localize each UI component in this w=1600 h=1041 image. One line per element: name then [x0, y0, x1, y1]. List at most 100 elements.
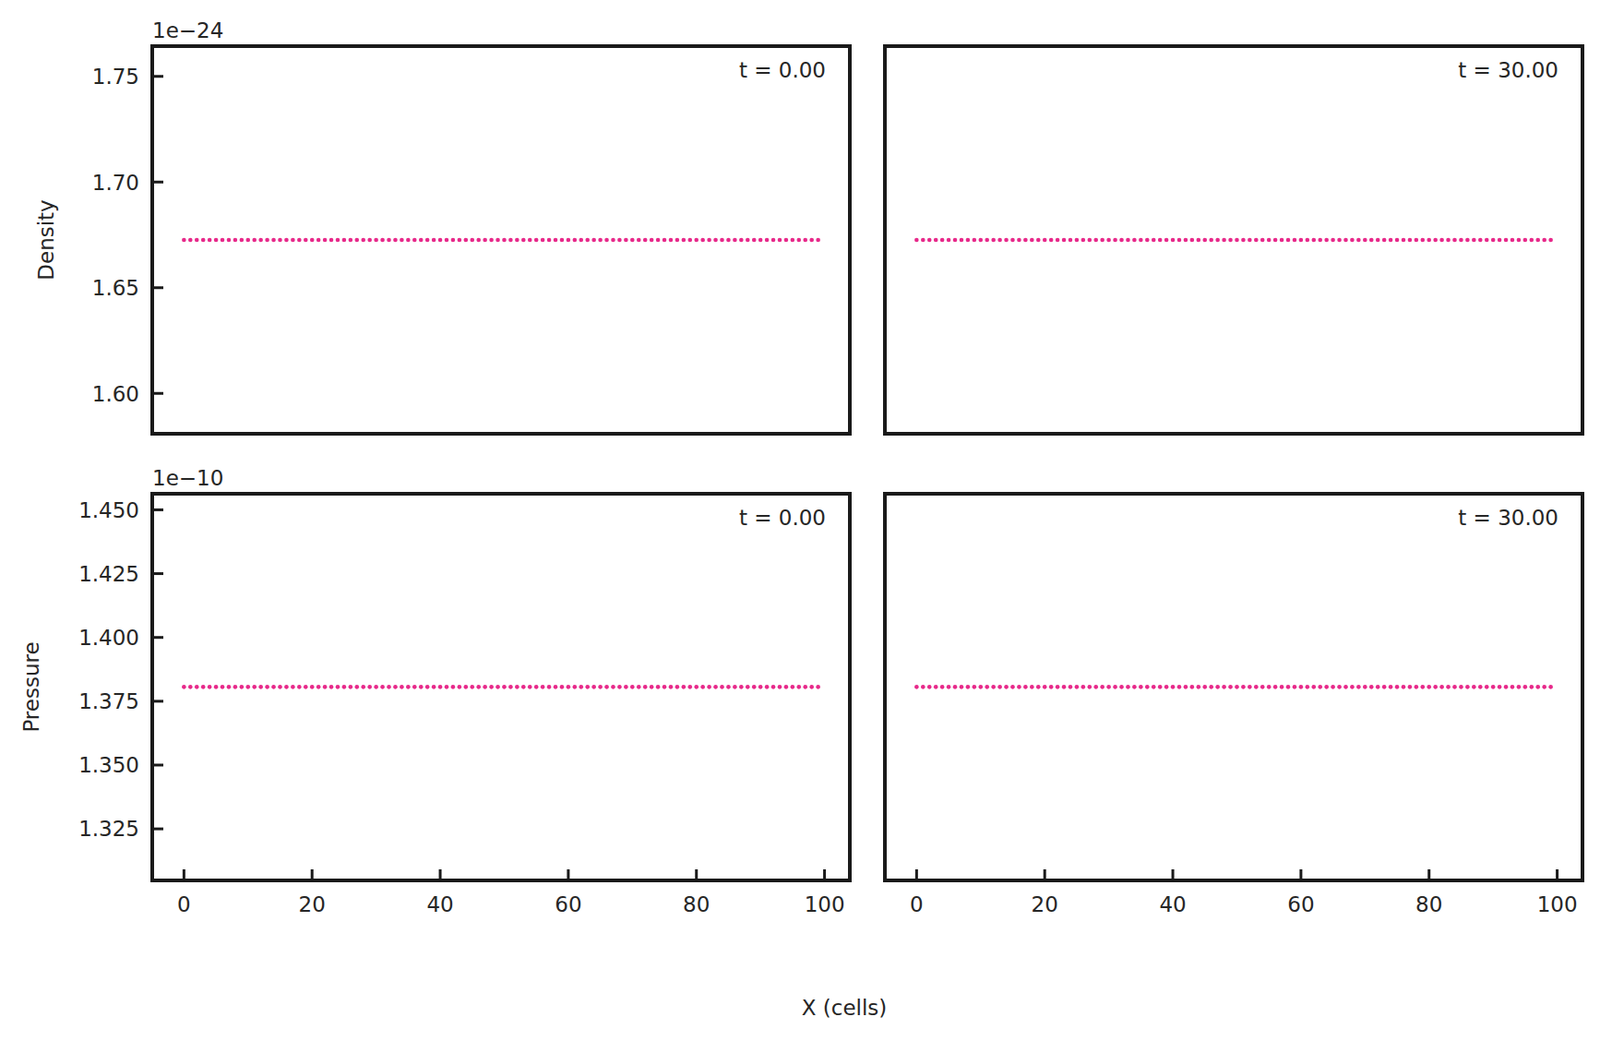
x-axis-label: X (cells) — [801, 995, 888, 1020]
point — [1049, 238, 1054, 243]
point — [809, 684, 814, 690]
point — [540, 684, 546, 690]
point — [1478, 238, 1483, 243]
x-tick-label: 60 — [554, 892, 582, 917]
x-tick-label: 20 — [1031, 892, 1059, 917]
point — [290, 238, 296, 243]
point — [489, 238, 494, 243]
y-axis-label: Pressure — [19, 641, 44, 732]
point — [597, 684, 603, 690]
point — [610, 684, 616, 690]
point — [591, 238, 597, 243]
point — [1395, 238, 1400, 243]
point — [245, 238, 251, 243]
point — [1190, 684, 1195, 690]
x-tick-label: 0 — [909, 892, 924, 917]
point — [1023, 238, 1028, 243]
point — [1279, 684, 1285, 690]
point — [1266, 238, 1272, 243]
y-tick-label: 1.70 — [92, 170, 140, 195]
point — [997, 684, 1003, 690]
point — [527, 684, 533, 690]
point — [1253, 684, 1259, 690]
point — [630, 684, 635, 690]
point — [1311, 238, 1316, 243]
point — [1369, 238, 1374, 243]
point — [207, 684, 213, 690]
point — [1055, 238, 1061, 243]
point — [1221, 238, 1227, 243]
point — [933, 238, 939, 243]
point — [1305, 238, 1311, 243]
points — [181, 238, 821, 243]
point — [201, 238, 206, 243]
point — [425, 684, 430, 690]
point — [1337, 684, 1342, 690]
point — [1081, 684, 1087, 690]
point — [297, 684, 302, 690]
point — [940, 684, 945, 690]
point — [251, 684, 257, 690]
point — [451, 238, 456, 243]
x-tick-label: 60 — [1287, 892, 1314, 917]
point — [1343, 238, 1349, 243]
point — [514, 684, 520, 690]
point — [623, 684, 629, 690]
point — [1202, 238, 1207, 243]
point — [1432, 238, 1438, 243]
point — [1324, 684, 1329, 690]
point — [547, 684, 552, 690]
point — [1042, 684, 1048, 690]
point — [527, 238, 533, 243]
point — [573, 238, 578, 243]
point — [1330, 238, 1336, 243]
point — [258, 684, 263, 690]
point — [693, 684, 699, 690]
point — [181, 684, 187, 690]
point — [1388, 684, 1394, 690]
point — [1106, 238, 1111, 243]
point — [1125, 684, 1131, 690]
point — [1420, 684, 1425, 690]
point — [405, 684, 411, 690]
point — [1036, 238, 1041, 243]
point — [271, 238, 276, 243]
point — [469, 238, 475, 243]
point — [745, 684, 751, 690]
point — [726, 238, 731, 243]
point — [649, 684, 655, 690]
point — [662, 238, 668, 243]
figure: 1.601.651.701.75t = 0.001e−24Densityt = … — [0, 0, 1600, 1041]
point — [959, 684, 965, 690]
point — [335, 684, 341, 690]
point — [1093, 238, 1099, 243]
point — [966, 684, 971, 690]
point — [662, 684, 668, 690]
point — [380, 684, 385, 690]
frame — [884, 493, 1583, 881]
point — [553, 684, 559, 690]
point — [226, 238, 232, 243]
point — [457, 238, 463, 243]
point — [1432, 684, 1438, 690]
point — [444, 238, 450, 243]
annotation: t = 0.00 — [739, 505, 826, 530]
frame — [152, 46, 850, 434]
point — [1036, 684, 1041, 690]
point — [1003, 238, 1009, 243]
point — [277, 684, 283, 690]
point — [373, 684, 379, 690]
point — [1337, 238, 1342, 243]
point — [732, 238, 738, 243]
point — [1119, 684, 1124, 690]
x-tick-label: 40 — [1158, 892, 1186, 917]
point — [687, 684, 693, 690]
x-tick-label: 80 — [1415, 892, 1443, 917]
point — [920, 684, 926, 690]
point — [1138, 238, 1144, 243]
point — [373, 238, 379, 243]
point — [399, 684, 405, 690]
point — [1183, 684, 1189, 690]
point — [984, 238, 990, 243]
point — [1388, 238, 1394, 243]
